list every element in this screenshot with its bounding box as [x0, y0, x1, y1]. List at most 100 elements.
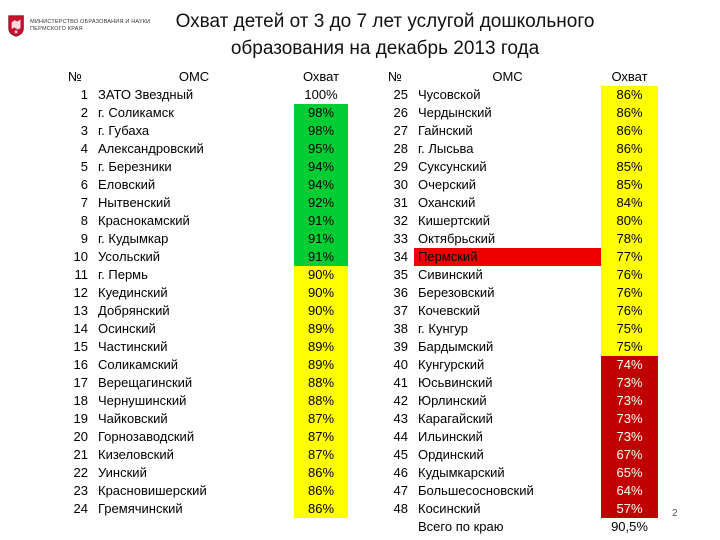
table-row: 30 Очерский 85%	[376, 176, 658, 194]
table-row: 13 Добрянский 90%	[56, 302, 348, 320]
coverage-value: 85%	[601, 158, 658, 176]
oms-name: г. Соликамск	[98, 105, 174, 120]
table-row: 1 ЗАТО Звездный 100%	[56, 86, 348, 104]
coverage-value: 84%	[601, 194, 658, 212]
row-number: 27	[393, 123, 408, 138]
row-number: 30	[393, 177, 408, 192]
title-line-1: Охват детей от 3 до 7 лет услугой дошкол…	[175, 11, 595, 32]
table-row: 47 Большесосновский 64%	[376, 482, 658, 500]
oms-name: Осинский	[98, 321, 156, 336]
coverage-value: 91%	[294, 230, 348, 248]
row-number: 3	[80, 123, 88, 138]
row-number: 17	[73, 375, 88, 390]
oms-name: Частинский	[98, 339, 168, 354]
oms-name: Очерский	[418, 177, 477, 192]
table-row: 15 Частинский 89%	[56, 338, 348, 356]
oms-name: Октябрьский	[418, 231, 496, 246]
row-number: 39	[393, 339, 408, 354]
oms-name: Соликамский	[98, 357, 179, 372]
oms-name: Горнозаводский	[98, 429, 195, 444]
oms-name: Чернушинский	[98, 393, 187, 408]
column-header-coverage: Охват	[611, 69, 648, 84]
total-row: Всего по краю 90,5%	[376, 518, 658, 536]
table-row: 10 Усольский 91%	[56, 248, 348, 266]
table-row: 7 Нытвенский 92%	[56, 194, 348, 212]
oms-name: г. Лысьва	[418, 141, 474, 156]
row-number: 35	[393, 267, 408, 282]
coverage-value: 89%	[294, 320, 348, 338]
coverage-table-left: № ОМС Охват 1 ЗАТО Звездный 100% 2 г. Солика…	[56, 68, 348, 518]
row-number: 33	[393, 231, 408, 246]
table-row: 31 Оханский 84%	[376, 194, 658, 212]
coverage-value: 78%	[601, 230, 658, 248]
table-row: 46 Кудымкарский 65%	[376, 464, 658, 482]
oms-name: Чайковский	[98, 411, 168, 426]
coverage-value: 73%	[601, 392, 658, 410]
table-row: 4 Александровский 95%	[56, 140, 348, 158]
table-row: 48 Косинский 57%	[376, 500, 658, 518]
oms-name: Верещагинский	[98, 375, 193, 390]
row-number: 36	[393, 285, 408, 300]
oms-name: Кочевский	[418, 303, 480, 318]
coverage-value: 86%	[601, 122, 658, 140]
table-row: 21 Кизеловский 87%	[56, 446, 348, 464]
oms-name: Кишертский	[418, 213, 490, 228]
row-number: 7	[80, 195, 88, 210]
row-number: 48	[393, 501, 408, 516]
coverage-value: 75%	[601, 320, 658, 338]
row-number: 11	[74, 267, 89, 282]
table-row: 9 г. Кудымкар 91%	[56, 230, 348, 248]
coverage-value: 92%	[294, 194, 348, 212]
table-row: 6 Еловский 94%	[56, 176, 348, 194]
table-row: 40 Кунгурский 74%	[376, 356, 658, 374]
row-number: 40	[393, 357, 408, 372]
coverage-value: 88%	[294, 392, 348, 410]
table-row: 37 Кочевский 76%	[376, 302, 658, 320]
coverage-value: 91%	[294, 248, 348, 266]
oms-name: Сивинский	[418, 267, 483, 282]
coverage-value: 65%	[601, 464, 658, 482]
row-number: 37	[393, 303, 408, 318]
table-row: 5 г. Березники 94%	[56, 158, 348, 176]
coverage-value: 86%	[601, 104, 658, 122]
title-line-2: образования на декабрь 2013 года	[230, 38, 540, 59]
table-row: 17 Верещагинский 88%	[56, 374, 348, 392]
table-row: 33 Октябрьский 78%	[376, 230, 658, 248]
oms-name: Карагайский	[418, 411, 493, 426]
row-number: 45	[393, 447, 408, 462]
row-number: 28	[393, 141, 408, 156]
table-row: 41 Юсьвинский 73%	[376, 374, 658, 392]
ministry-logo: Министерство образования и науки Пермско…	[8, 8, 158, 44]
coverage-value: 98%	[294, 122, 348, 140]
oms-name: Кудымкарский	[418, 465, 505, 480]
oms-name: Оханский	[418, 195, 476, 210]
table-row: 36 Березовский 76%	[376, 284, 658, 302]
column-header-num: №	[388, 69, 402, 84]
row-number: 31	[393, 195, 408, 210]
table-row: 44 Ильинский 73%	[376, 428, 658, 446]
table-row: 20 Горнозаводский 87%	[56, 428, 348, 446]
coverage-value: 76%	[601, 266, 658, 284]
row-number: 5	[80, 159, 88, 174]
oms-name: г. Кудымкар	[98, 231, 169, 246]
oms-name: Косинский	[418, 501, 481, 516]
row-number: 25	[393, 87, 408, 102]
table-row: 3 г. Губаха 98%	[56, 122, 348, 140]
row-number: 23	[73, 483, 88, 498]
table-row: 45 Ординский 67%	[376, 446, 658, 464]
oms-name: Березовский	[418, 285, 495, 300]
coverage-value: 94%	[294, 176, 348, 194]
oms-name: Пермский	[414, 248, 601, 266]
column-header-oms: ОМС	[178, 69, 210, 84]
oms-name: Чердынский	[418, 105, 492, 120]
oms-name: Чусовской	[418, 87, 481, 102]
coverage-value: 90%	[294, 284, 348, 302]
row-number: 43	[393, 411, 408, 426]
column-header-coverage: Охват	[302, 69, 340, 84]
row-number: 21	[73, 447, 88, 462]
oms-name: Александровский	[98, 141, 204, 156]
row-number: 13	[73, 303, 88, 318]
oms-name: Гайнский	[418, 123, 473, 138]
oms-name: г. Березники	[98, 159, 172, 174]
oms-name: Еловский	[98, 177, 156, 192]
